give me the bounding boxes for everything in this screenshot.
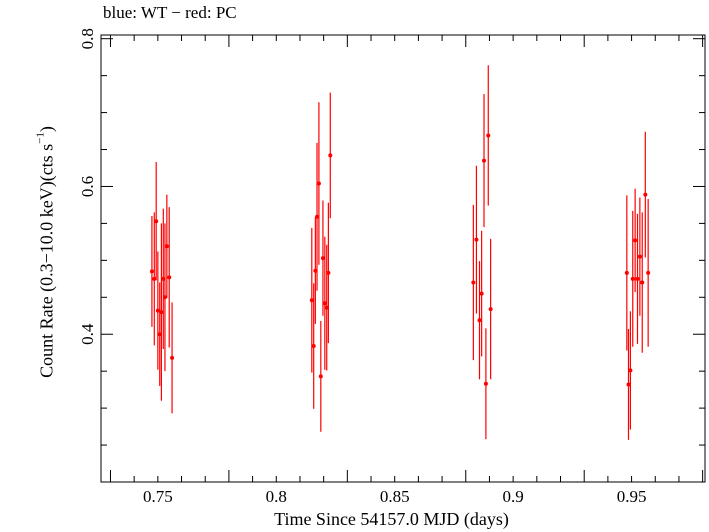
y-tick-label: 0.8 bbox=[78, 28, 97, 49]
data-point bbox=[477, 318, 482, 323]
data-point bbox=[474, 237, 479, 242]
data-point bbox=[633, 238, 638, 243]
data-marks bbox=[149, 65, 651, 440]
chart-title: blue: WT − red: PC bbox=[103, 3, 237, 22]
data-point bbox=[635, 276, 640, 281]
data-point bbox=[311, 344, 316, 349]
data-point bbox=[483, 381, 488, 386]
data-point bbox=[479, 291, 484, 296]
data-point bbox=[488, 307, 493, 312]
data-point bbox=[637, 254, 642, 259]
data-point bbox=[152, 276, 157, 281]
data-point bbox=[154, 219, 159, 224]
data-point bbox=[628, 368, 633, 373]
y-tick-label: 0.6 bbox=[78, 176, 97, 197]
data-point bbox=[315, 214, 320, 219]
data-point bbox=[624, 270, 629, 275]
data-point bbox=[309, 298, 314, 303]
data-point bbox=[322, 301, 327, 306]
data-point bbox=[318, 374, 323, 379]
data-point bbox=[155, 308, 160, 313]
data-point bbox=[486, 133, 491, 138]
data-point bbox=[157, 332, 162, 337]
x-tick-label: 0.95 bbox=[617, 487, 647, 506]
x-tick-label: 0.9 bbox=[503, 487, 524, 506]
data-point bbox=[326, 270, 331, 275]
y-tick-label: 0.4 bbox=[78, 323, 97, 345]
x-tick-label: 0.85 bbox=[380, 487, 410, 506]
y-axis-label-main: Count Rate (0.3−10.0 keV)(cts s bbox=[36, 143, 57, 378]
data-point bbox=[167, 275, 172, 280]
data-point bbox=[159, 310, 164, 315]
y-axis-label-sup: −1 bbox=[34, 132, 47, 144]
data-point bbox=[324, 305, 329, 310]
data-point bbox=[313, 268, 318, 273]
data-point bbox=[646, 270, 651, 275]
data-point bbox=[149, 269, 154, 274]
plot-frame bbox=[100, 34, 706, 483]
data-point bbox=[643, 192, 648, 197]
data-point bbox=[316, 181, 321, 186]
data-point bbox=[164, 244, 169, 249]
data-point bbox=[162, 295, 167, 300]
data-point bbox=[328, 153, 333, 158]
data-point bbox=[630, 276, 635, 281]
y-axis-label: Count Rate (0.3−10.0 keV)(cts s−1) bbox=[34, 126, 58, 378]
data-point bbox=[161, 276, 166, 281]
data-point bbox=[170, 355, 175, 360]
data-point bbox=[626, 382, 631, 387]
data-point bbox=[471, 280, 476, 285]
axis-ticks: 0.75 0.8 0.85 0.9 0.95 0.4 0.6 0.8 bbox=[78, 28, 705, 506]
data-point bbox=[640, 280, 645, 285]
x-axis-label: Time Since 54157.0 MJD (days) bbox=[274, 509, 509, 529]
data-point bbox=[320, 256, 325, 261]
x-tick-label: 0.8 bbox=[266, 487, 287, 506]
x-tick-label: 0.75 bbox=[143, 487, 173, 506]
data-point bbox=[482, 158, 487, 163]
